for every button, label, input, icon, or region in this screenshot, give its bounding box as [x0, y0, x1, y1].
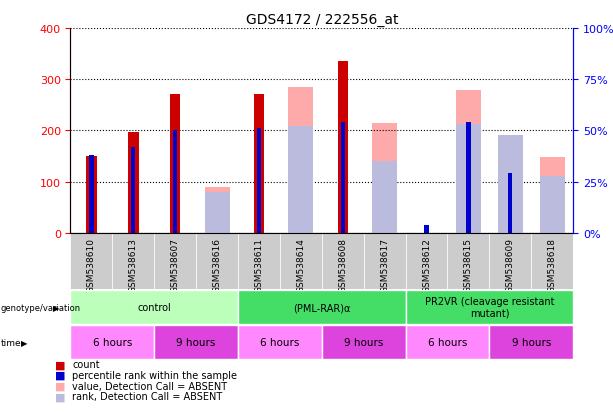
Bar [456, 91, 481, 233]
Text: genotype/variation: genotype/variation [1, 303, 81, 312]
Bar [128, 133, 139, 233]
Text: value, Detection Call = ABSENT: value, Detection Call = ABSENT [72, 381, 227, 391]
Bar [173, 131, 177, 233]
Bar [364, 233, 406, 289]
Text: (PML-RAR)α: (PML-RAR)α [293, 302, 351, 312]
Bar [154, 233, 196, 289]
Text: ■: ■ [55, 381, 66, 391]
Bar [508, 174, 512, 233]
Text: PR2VR (cleavage resistant
mutant): PR2VR (cleavage resistant mutant) [425, 297, 554, 318]
Bar [372, 162, 397, 233]
Bar [254, 94, 264, 233]
Text: GSM538613: GSM538613 [129, 238, 138, 293]
Text: ■: ■ [55, 370, 66, 380]
Bar [89, 156, 94, 233]
Bar [322, 233, 364, 289]
Text: GSM538615: GSM538615 [464, 238, 473, 293]
Text: GSM538614: GSM538614 [296, 238, 305, 292]
Bar [466, 123, 471, 233]
Text: ▶: ▶ [53, 303, 59, 312]
Bar [170, 94, 180, 233]
Bar [288, 127, 313, 233]
Bar [322, 325, 406, 359]
Bar [70, 290, 238, 324]
Text: 9 hours: 9 hours [344, 337, 383, 347]
Bar [489, 233, 531, 289]
Title: GDS4172 / 222556_at: GDS4172 / 222556_at [246, 12, 398, 26]
Text: ■: ■ [55, 359, 66, 369]
Text: percentile rank within the sample: percentile rank within the sample [72, 370, 237, 380]
Text: GSM538608: GSM538608 [338, 238, 348, 293]
Bar [489, 325, 573, 359]
Text: 9 hours: 9 hours [512, 337, 551, 347]
Bar [154, 325, 238, 359]
Text: ▶: ▶ [21, 338, 28, 347]
Text: count: count [72, 359, 100, 369]
Bar [112, 233, 154, 289]
Bar [70, 325, 154, 359]
Bar [238, 290, 406, 324]
Text: 9 hours: 9 hours [177, 337, 216, 347]
Text: GSM538616: GSM538616 [213, 238, 222, 293]
Text: ■: ■ [55, 392, 66, 401]
Text: GSM538609: GSM538609 [506, 238, 515, 293]
Bar [238, 233, 280, 289]
Bar [406, 233, 447, 289]
Bar [86, 157, 97, 233]
Bar [280, 233, 322, 289]
Text: 6 hours: 6 hours [93, 337, 132, 347]
Bar [498, 135, 523, 233]
Bar [406, 290, 573, 324]
Bar [131, 147, 135, 233]
Bar [338, 62, 348, 233]
Text: GSM538607: GSM538607 [170, 238, 180, 293]
Bar [205, 188, 230, 233]
Bar [539, 176, 565, 233]
Text: 6 hours: 6 hours [261, 337, 300, 347]
Text: 6 hours: 6 hours [428, 337, 467, 347]
Text: GSM538617: GSM538617 [380, 238, 389, 293]
Text: rank, Detection Call = ABSENT: rank, Detection Call = ABSENT [72, 392, 223, 401]
Bar [288, 88, 313, 233]
Bar [406, 325, 489, 359]
Bar [372, 123, 397, 233]
Bar [456, 125, 481, 233]
Bar [447, 233, 489, 289]
Bar [539, 158, 565, 233]
Bar [531, 233, 573, 289]
Bar [70, 233, 112, 289]
Text: GSM538618: GSM538618 [547, 238, 557, 293]
Bar [341, 123, 345, 233]
Bar [196, 233, 238, 289]
Bar [205, 192, 230, 233]
Text: GSM538612: GSM538612 [422, 238, 431, 292]
Bar [257, 129, 261, 233]
Text: GSM538611: GSM538611 [254, 238, 264, 293]
Bar [238, 325, 322, 359]
Text: GSM538610: GSM538610 [87, 238, 96, 293]
Text: control: control [137, 302, 171, 312]
Text: time: time [1, 338, 21, 347]
Bar [424, 225, 428, 233]
